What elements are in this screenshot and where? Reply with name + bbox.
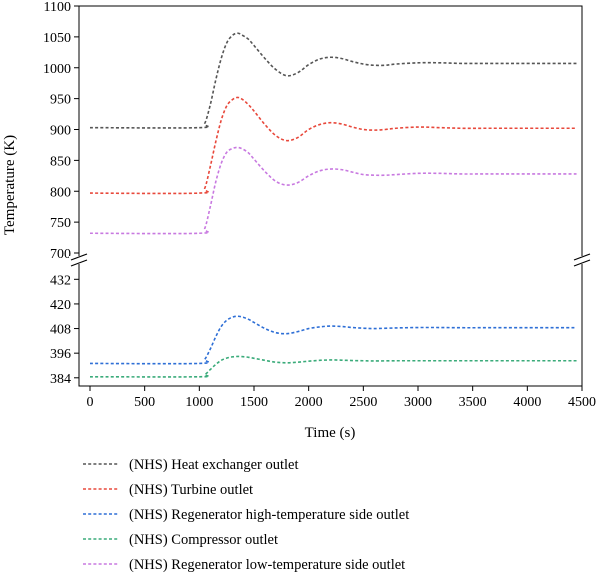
y-tick-label: 900 — [50, 124, 71, 139]
y-tick-label: 750 — [50, 216, 71, 231]
x-tick-label: 4500 — [568, 395, 596, 410]
series-line — [89, 32, 577, 129]
y-tick-label: 1050 — [43, 31, 71, 46]
break-gap-left — [69, 256, 89, 264]
x-axis-title: Time (s) — [305, 425, 356, 441]
y-tick-label: 396 — [50, 347, 71, 362]
break-gap-right — [572, 256, 592, 264]
legend-label: (NHS) Heat exchanger outlet — [129, 457, 299, 473]
x-tick-label: 2000 — [295, 395, 323, 410]
y-tick-label: 420 — [50, 298, 71, 313]
y-tick-label: 700 — [50, 247, 71, 262]
axis-break — [69, 253, 592, 267]
x-tick-label: 2500 — [349, 395, 377, 410]
x-tick-label: 0 — [87, 395, 94, 410]
plot-frame — [78, 5, 583, 387]
series-line — [89, 315, 577, 365]
legend-label: (NHS) Regenerator low-temperature side o… — [129, 557, 405, 573]
y-axis-title: Temperature (K) — [2, 135, 18, 235]
y-tick-label: 408 — [50, 323, 71, 338]
series-line — [89, 96, 577, 195]
y-tick-label: 850 — [50, 154, 71, 169]
x-tick-label: 500 — [134, 395, 155, 410]
x-tick-label: 3000 — [404, 395, 432, 410]
x-tick-label: 3500 — [459, 395, 487, 410]
series-line — [89, 355, 577, 378]
break-slash — [573, 259, 591, 267]
axis-ticks: 0 500 1000 1500 2000 2500 3000 3500 4000 4500 700 7… — [43, 0, 596, 410]
series-lines — [89, 32, 577, 378]
break-slash — [573, 253, 591, 261]
legend-label: (NHS) Turbine outlet — [129, 482, 253, 498]
legend-label: (NHS) Regenerator high-temperature side … — [129, 507, 409, 523]
x-tick-label: 1500 — [240, 395, 268, 410]
x-tick-label: 4000 — [513, 395, 541, 410]
x-tick-label: 1000 — [185, 395, 213, 410]
legend-label: (NHS) Compressor outlet — [129, 532, 278, 548]
y-tick-label: 384 — [50, 372, 71, 387]
y-tick-label: 800 — [50, 185, 71, 200]
break-slash — [70, 259, 88, 267]
series-line — [89, 146, 577, 235]
y-tick-label: 432 — [50, 273, 71, 288]
break-slash — [70, 253, 88, 261]
y-tick-label: 1100 — [44, 0, 71, 15]
y-tick-label: 950 — [50, 93, 71, 108]
legend: (NHS) Heat exchanger outlet (NHS) Turbine… — [83, 457, 409, 573]
y-tick-label: 1000 — [43, 62, 71, 77]
